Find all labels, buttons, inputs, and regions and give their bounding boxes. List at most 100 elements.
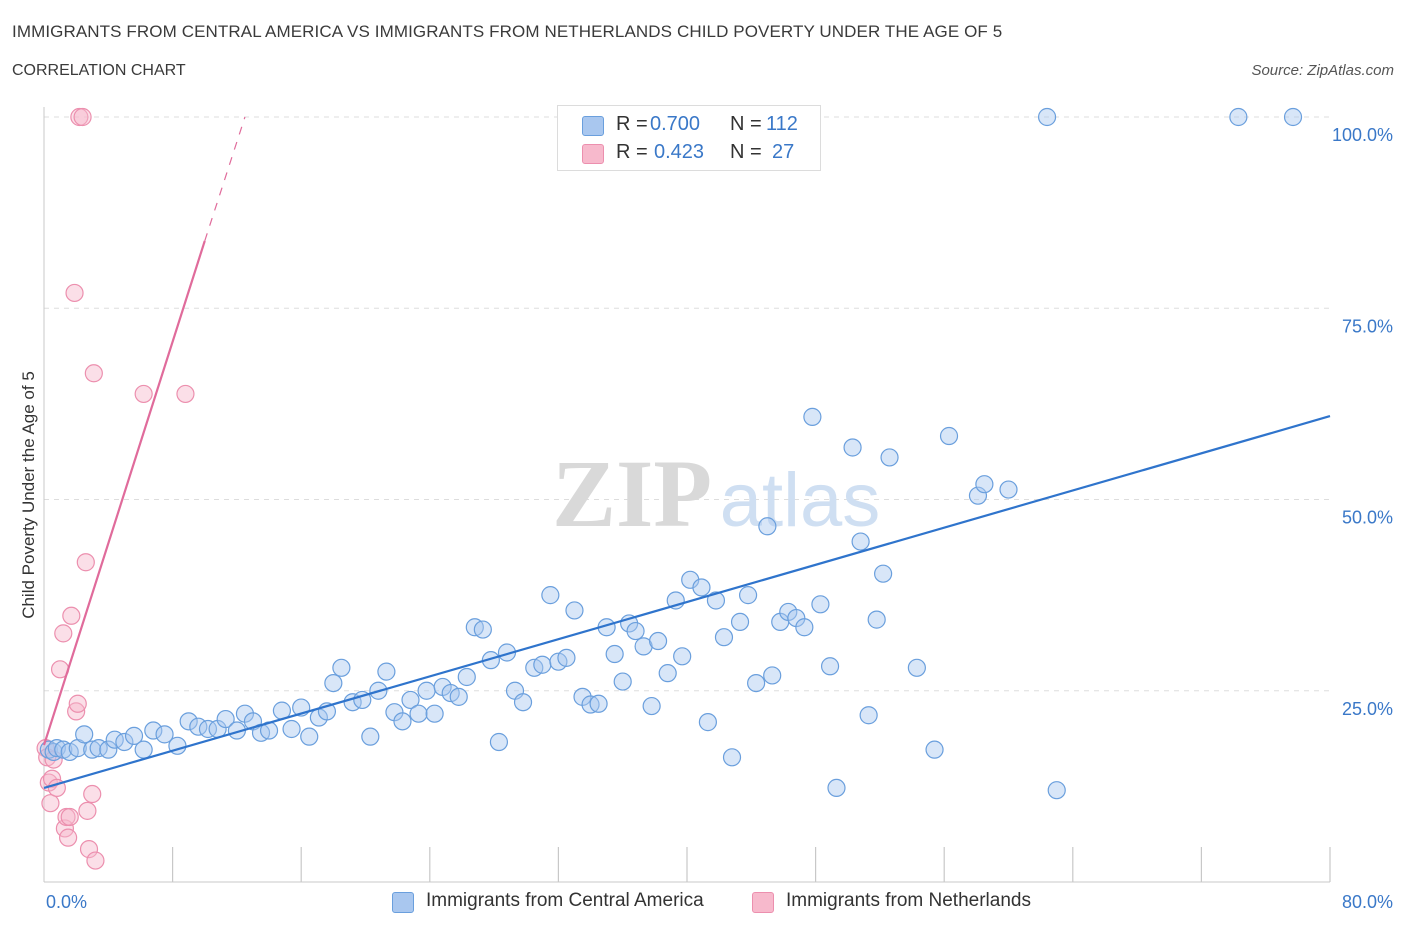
point-central-america <box>541 586 560 605</box>
point-central-america <box>820 657 840 676</box>
point-central-america <box>642 696 661 716</box>
trendline-netherlands-extension <box>204 116 246 242</box>
point-netherlands <box>86 851 105 870</box>
point-central-america <box>198 719 218 739</box>
point-central-america <box>874 564 893 583</box>
point-central-america <box>216 709 235 729</box>
y-axis-label: Child Poverty Under the Age of 5 <box>19 371 38 619</box>
point-netherlands <box>59 828 78 847</box>
point-central-america <box>1229 107 1248 127</box>
point-central-america <box>75 725 94 744</box>
point-netherlands <box>84 364 103 383</box>
point-central-america <box>939 426 959 446</box>
x-tick-label: 0.0% <box>46 892 87 912</box>
point-netherlands <box>76 553 95 572</box>
point-central-america <box>361 727 380 746</box>
watermark-atlas: atlas <box>720 458 881 543</box>
legend-n-label: N = <box>730 113 762 135</box>
trendline-netherlands <box>42 240 206 746</box>
point-central-america <box>867 610 886 629</box>
bottom-legend-swatch-blue <box>392 892 414 913</box>
bottom-legend-swatch-pink <box>752 892 774 913</box>
point-netherlands <box>41 794 60 813</box>
point-central-america <box>706 591 726 610</box>
point-netherlands <box>73 107 92 127</box>
point-central-america <box>134 740 153 759</box>
point-central-america <box>489 732 509 752</box>
point-central-america <box>324 673 343 693</box>
trendline-central-america <box>43 415 1331 789</box>
y-tick-label: 75.0% <box>1342 316 1393 336</box>
point-central-america <box>1047 781 1066 800</box>
point-central-america <box>605 644 624 664</box>
tick-labels: 25.0% 50.0% 75.0% 100.0% 0.0% 80.0% <box>46 125 1393 912</box>
point-central-america <box>658 664 677 683</box>
point-netherlands <box>79 840 99 859</box>
point-central-america <box>730 612 750 632</box>
point-central-america <box>827 778 846 798</box>
point-central-america <box>722 748 742 767</box>
point-central-america <box>589 694 608 713</box>
trend-lines <box>42 116 1331 789</box>
point-central-america <box>457 667 476 687</box>
point-central-america <box>698 713 717 732</box>
point-central-america <box>282 719 301 739</box>
point-netherlands <box>83 784 102 804</box>
grid-lines <box>44 116 1330 692</box>
point-netherlands <box>78 801 97 820</box>
point-central-america <box>533 655 552 674</box>
legend-n-label: N = <box>730 141 762 163</box>
point-central-america <box>692 578 711 597</box>
point-central-america <box>565 601 584 620</box>
legend-n-value: 112 <box>766 113 798 135</box>
chart-subtitle: CORRELATION CHART <box>12 62 186 79</box>
point-central-america <box>803 407 822 426</box>
watermark: ZIP atlas <box>552 440 880 547</box>
point-central-america <box>99 740 118 759</box>
legend-r-value: 0.700 <box>650 113 701 135</box>
point-central-america <box>332 658 351 677</box>
legend-n-value: 27 <box>772 141 795 163</box>
point-central-america <box>758 517 777 536</box>
point-central-america <box>124 726 144 745</box>
point-central-america <box>513 693 533 712</box>
point-central-america <box>155 725 174 744</box>
point-central-america <box>968 486 988 505</box>
point-netherlands <box>44 750 63 769</box>
point-central-america <box>975 475 994 494</box>
point-central-america <box>613 672 632 691</box>
point-central-america <box>811 595 830 614</box>
point-central-america <box>1283 107 1303 127</box>
watermark-zip: ZIP <box>552 440 712 547</box>
axes <box>43 107 1331 883</box>
point-central-america <box>626 621 645 641</box>
point-netherlands <box>62 606 81 625</box>
point-central-america <box>648 631 668 651</box>
source-label: Source: ZipAtlas.com <box>1251 62 1394 79</box>
legend-swatch-pink <box>582 144 604 164</box>
point-central-america <box>83 740 102 759</box>
legend-r-label: R = <box>616 113 648 135</box>
point-central-america <box>393 712 412 731</box>
point-central-america <box>1037 107 1057 127</box>
series-central-america-points <box>39 107 1303 800</box>
point-central-america <box>747 673 766 693</box>
legend-r-value: 0.423 <box>654 141 705 163</box>
point-central-america <box>401 690 420 710</box>
point-central-america <box>673 647 692 666</box>
legend-box: R = 0.700 N = 112 R = 0.423 N = 27 <box>557 105 821 171</box>
y-tick-label: 50.0% <box>1342 508 1393 528</box>
y-tick-label: 100.0% <box>1332 125 1393 145</box>
point-central-america <box>115 732 134 752</box>
point-central-america <box>925 740 944 759</box>
point-central-america <box>377 662 396 681</box>
point-central-america <box>449 687 468 706</box>
point-central-america <box>763 666 782 685</box>
point-central-america <box>714 628 734 647</box>
point-netherlands <box>134 384 153 404</box>
point-central-america <box>880 448 899 467</box>
point-netherlands <box>176 384 195 404</box>
point-central-america <box>179 712 198 731</box>
point-central-america <box>417 681 436 700</box>
